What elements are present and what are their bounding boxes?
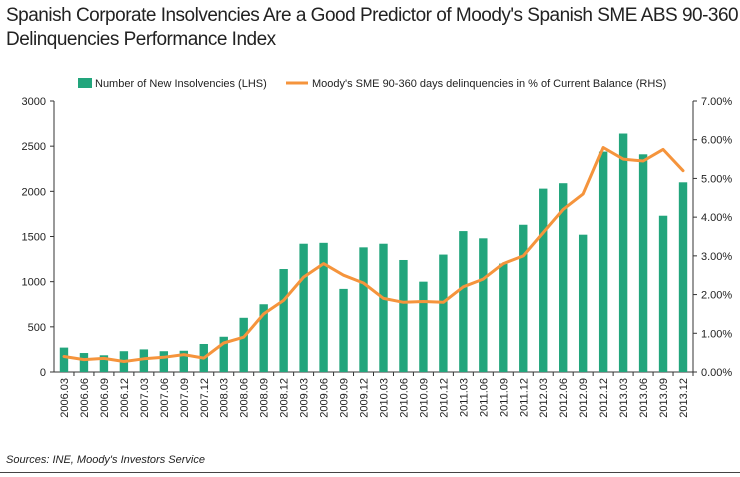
x-tick-label: 2012.03	[538, 378, 550, 418]
y-left-tick-label: 2500	[22, 141, 46, 153]
bar	[559, 183, 568, 372]
bar	[79, 353, 89, 372]
y-left-tick-label: 2000	[22, 186, 46, 198]
y-left-tick-label: 1500	[22, 232, 46, 244]
y-right-tick-label: 7.00%	[701, 96, 732, 108]
bar	[678, 182, 688, 372]
x-tick-label: 2007.06	[159, 378, 171, 418]
x-tick-label: 2013.12	[678, 378, 690, 418]
bar	[339, 288, 348, 372]
bottom-rule	[0, 472, 740, 473]
bar	[59, 347, 69, 372]
bar	[379, 243, 388, 372]
x-tick-label: 2007.03	[139, 378, 151, 418]
bar	[638, 154, 648, 372]
x-tick-label: 2010.03	[378, 378, 390, 418]
x-tick-label: 2008.03	[219, 378, 231, 418]
y-right-tick-label: 5.00%	[701, 173, 732, 185]
bar	[499, 263, 508, 372]
y-right-tick-label: 3.00%	[701, 251, 732, 263]
legend-bar-label: Number of New Insolvencies (LHS)	[95, 78, 267, 90]
y-right-tick-label: 0.00%	[701, 367, 732, 379]
x-tick-label: 2011.03	[458, 378, 470, 417]
y-left-tick-label: 500	[28, 322, 46, 334]
x-tick-label: 2012.09	[578, 378, 590, 418]
y-left-tick-label: 3000	[22, 96, 46, 108]
x-tick-label: 2009.06	[319, 378, 331, 418]
x-tick-label: 2012.12	[598, 378, 610, 418]
x-tick-label: 2008.09	[259, 378, 271, 418]
y-left-tick-label: 0	[40, 367, 46, 379]
bar	[419, 281, 428, 372]
x-tick-label: 2007.12	[199, 378, 211, 418]
x-tick-label: 2011.06	[478, 378, 490, 417]
x-tick-label: 2006.09	[99, 378, 111, 418]
legend-line-label: Moody's SME 90-360 days delinquencies in…	[312, 78, 666, 90]
y-right-tick-label: 1.00%	[701, 328, 732, 340]
bar	[159, 351, 169, 372]
bar	[658, 215, 668, 372]
chart-title-line-1: Spanish Corporate Insolvencies Are a Goo…	[6, 5, 739, 26]
bar	[139, 349, 149, 372]
x-tick-label: 2009.09	[339, 378, 351, 418]
source-note: Sources: INE, Moody's Investors Service	[6, 454, 205, 466]
delinquency-line	[62, 146, 685, 363]
x-tick-label: 2012.06	[558, 378, 570, 418]
x-tick-label: 2010.09	[418, 378, 430, 418]
x-tick-label: 2006.06	[79, 378, 91, 418]
bar	[439, 254, 448, 372]
y-right-tick-label: 2.00%	[701, 290, 732, 302]
legend-bar-swatch	[78, 78, 92, 88]
bar	[319, 242, 328, 372]
bar	[259, 304, 268, 372]
y-right-tick-label: 4.00%	[701, 212, 732, 224]
bar	[179, 350, 188, 372]
bar	[618, 133, 628, 372]
bar	[299, 243, 308, 372]
chart-title-line-2: Delinquencies Performance Index	[6, 29, 276, 50]
x-tick-label: 2006.03	[59, 378, 71, 418]
bar	[99, 355, 109, 372]
bar	[519, 224, 528, 372]
x-tick-label: 2006.12	[119, 378, 131, 418]
x-tick-label: 2009.12	[359, 378, 371, 418]
bar	[578, 234, 588, 372]
bar	[459, 231, 468, 372]
bar	[219, 336, 228, 372]
bar	[399, 259, 408, 372]
bar	[598, 151, 608, 372]
y-right-tick-label: 6.00%	[701, 135, 732, 147]
x-tick-label: 2008.06	[239, 378, 251, 418]
x-tick-label: 2013.03	[618, 378, 630, 418]
y-left-tick-label: 1000	[22, 277, 46, 289]
x-tick-label: 2010.06	[398, 378, 410, 418]
x-tick-label: 2011.09	[498, 378, 510, 417]
bar	[239, 317, 248, 372]
x-tick-label: 2011.12	[518, 378, 530, 417]
bar	[539, 188, 548, 372]
x-tick-label: 2008.12	[279, 378, 291, 418]
x-tick-label: 2010.12	[438, 378, 450, 418]
bar	[479, 238, 488, 372]
x-tick-label: 2013.06	[638, 378, 650, 418]
bar	[279, 269, 288, 372]
x-tick-label: 2009.03	[299, 378, 311, 418]
x-tick-label: 2013.09	[658, 378, 670, 418]
bar	[359, 247, 368, 372]
chart-title: Spanish Corporate Insolvencies Are a Goo…	[6, 4, 739, 52]
x-tick-label: 2007.09	[179, 378, 191, 418]
